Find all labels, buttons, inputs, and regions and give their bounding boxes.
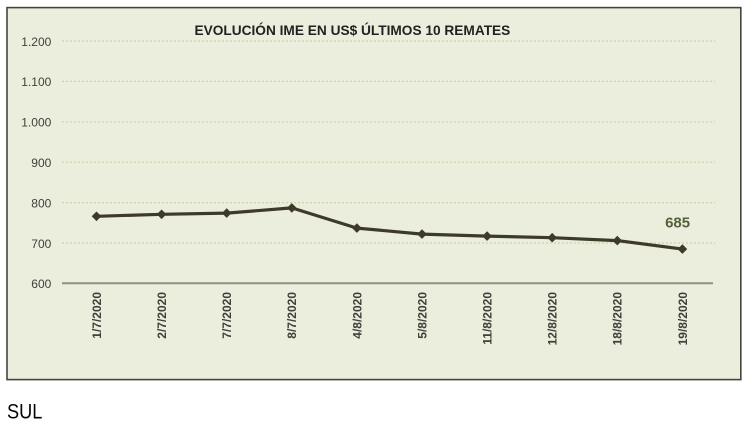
svg-text:19/8/2020: 19/8/2020 [676, 292, 690, 346]
svg-text:800: 800 [31, 196, 51, 210]
svg-text:1/7/2020: 1/7/2020 [90, 292, 104, 339]
svg-text:12/8/2020: 12/8/2020 [546, 292, 560, 346]
svg-text:SUL: SUL [7, 401, 42, 424]
svg-text:4/8/2020: 4/8/2020 [350, 292, 364, 339]
svg-text:1.200: 1.200 [21, 35, 51, 49]
svg-text:8/7/2020: 8/7/2020 [285, 292, 299, 339]
svg-text:1.100: 1.100 [21, 75, 51, 89]
svg-text:1.000: 1.000 [21, 116, 51, 130]
svg-text:EVOLUCIÓN IME EN US$ ÚLTIMOS 1: EVOLUCIÓN IME EN US$ ÚLTIMOS 10 REMATES [194, 23, 510, 38]
svg-text:5/8/2020: 5/8/2020 [415, 292, 429, 339]
svg-text:11/8/2020: 11/8/2020 [481, 292, 495, 345]
svg-text:2/7/2020: 2/7/2020 [155, 292, 169, 339]
svg-text:18/8/2020: 18/8/2020 [611, 292, 625, 346]
svg-text:7/7/2020: 7/7/2020 [220, 292, 234, 339]
svg-text:685: 685 [665, 215, 690, 232]
svg-text:900: 900 [31, 156, 51, 170]
svg-text:700: 700 [31, 237, 51, 251]
svg-text:600: 600 [31, 277, 51, 291]
